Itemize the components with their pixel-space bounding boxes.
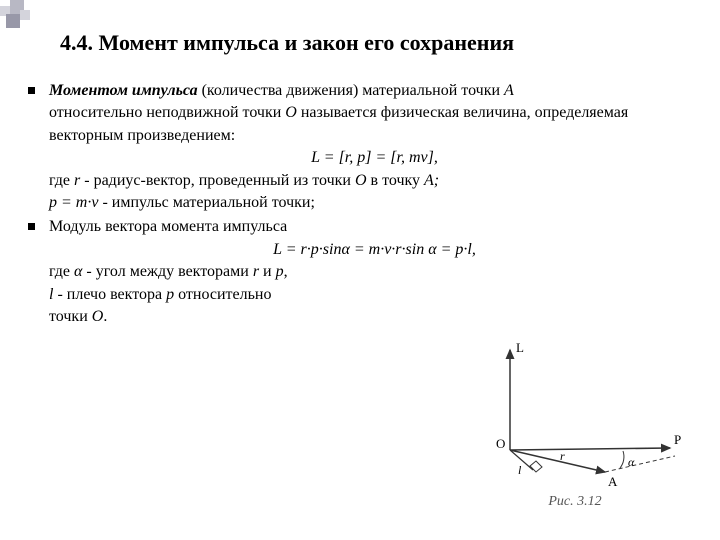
bullet-icon bbox=[28, 223, 35, 230]
formula-1: L = [r, p] = [r, mv], bbox=[49, 147, 700, 169]
diagram-caption: Рис. 3.12 bbox=[460, 494, 690, 510]
content-body: Моментом импульса (количества движения) … bbox=[28, 80, 700, 330]
bullet-icon bbox=[28, 87, 35, 94]
paragraph-1: Моментом импульса (количества движения) … bbox=[49, 80, 700, 214]
section-title: 4.4. Момент импульса и закон его сохране… bbox=[60, 30, 700, 56]
label-P: P bbox=[674, 432, 681, 447]
label-alpha: α bbox=[628, 455, 635, 469]
diagram: L O P r A l α Рис. 3.12 bbox=[460, 340, 690, 510]
corner-decoration bbox=[0, 0, 40, 60]
paragraph-2: Модуль вектора момента импульса L = r·p·… bbox=[49, 216, 700, 328]
label-L: L bbox=[516, 340, 524, 355]
term: Моментом импульса bbox=[49, 82, 198, 99]
vector-diagram: L O P r A l α bbox=[460, 340, 690, 490]
label-O: O bbox=[496, 436, 505, 451]
label-r: r bbox=[560, 449, 565, 463]
label-A: A bbox=[608, 474, 618, 489]
label-l: l bbox=[518, 463, 522, 477]
formula-2: L = r·p·sinα = m·v·r·sin α = p·l, bbox=[49, 239, 700, 261]
